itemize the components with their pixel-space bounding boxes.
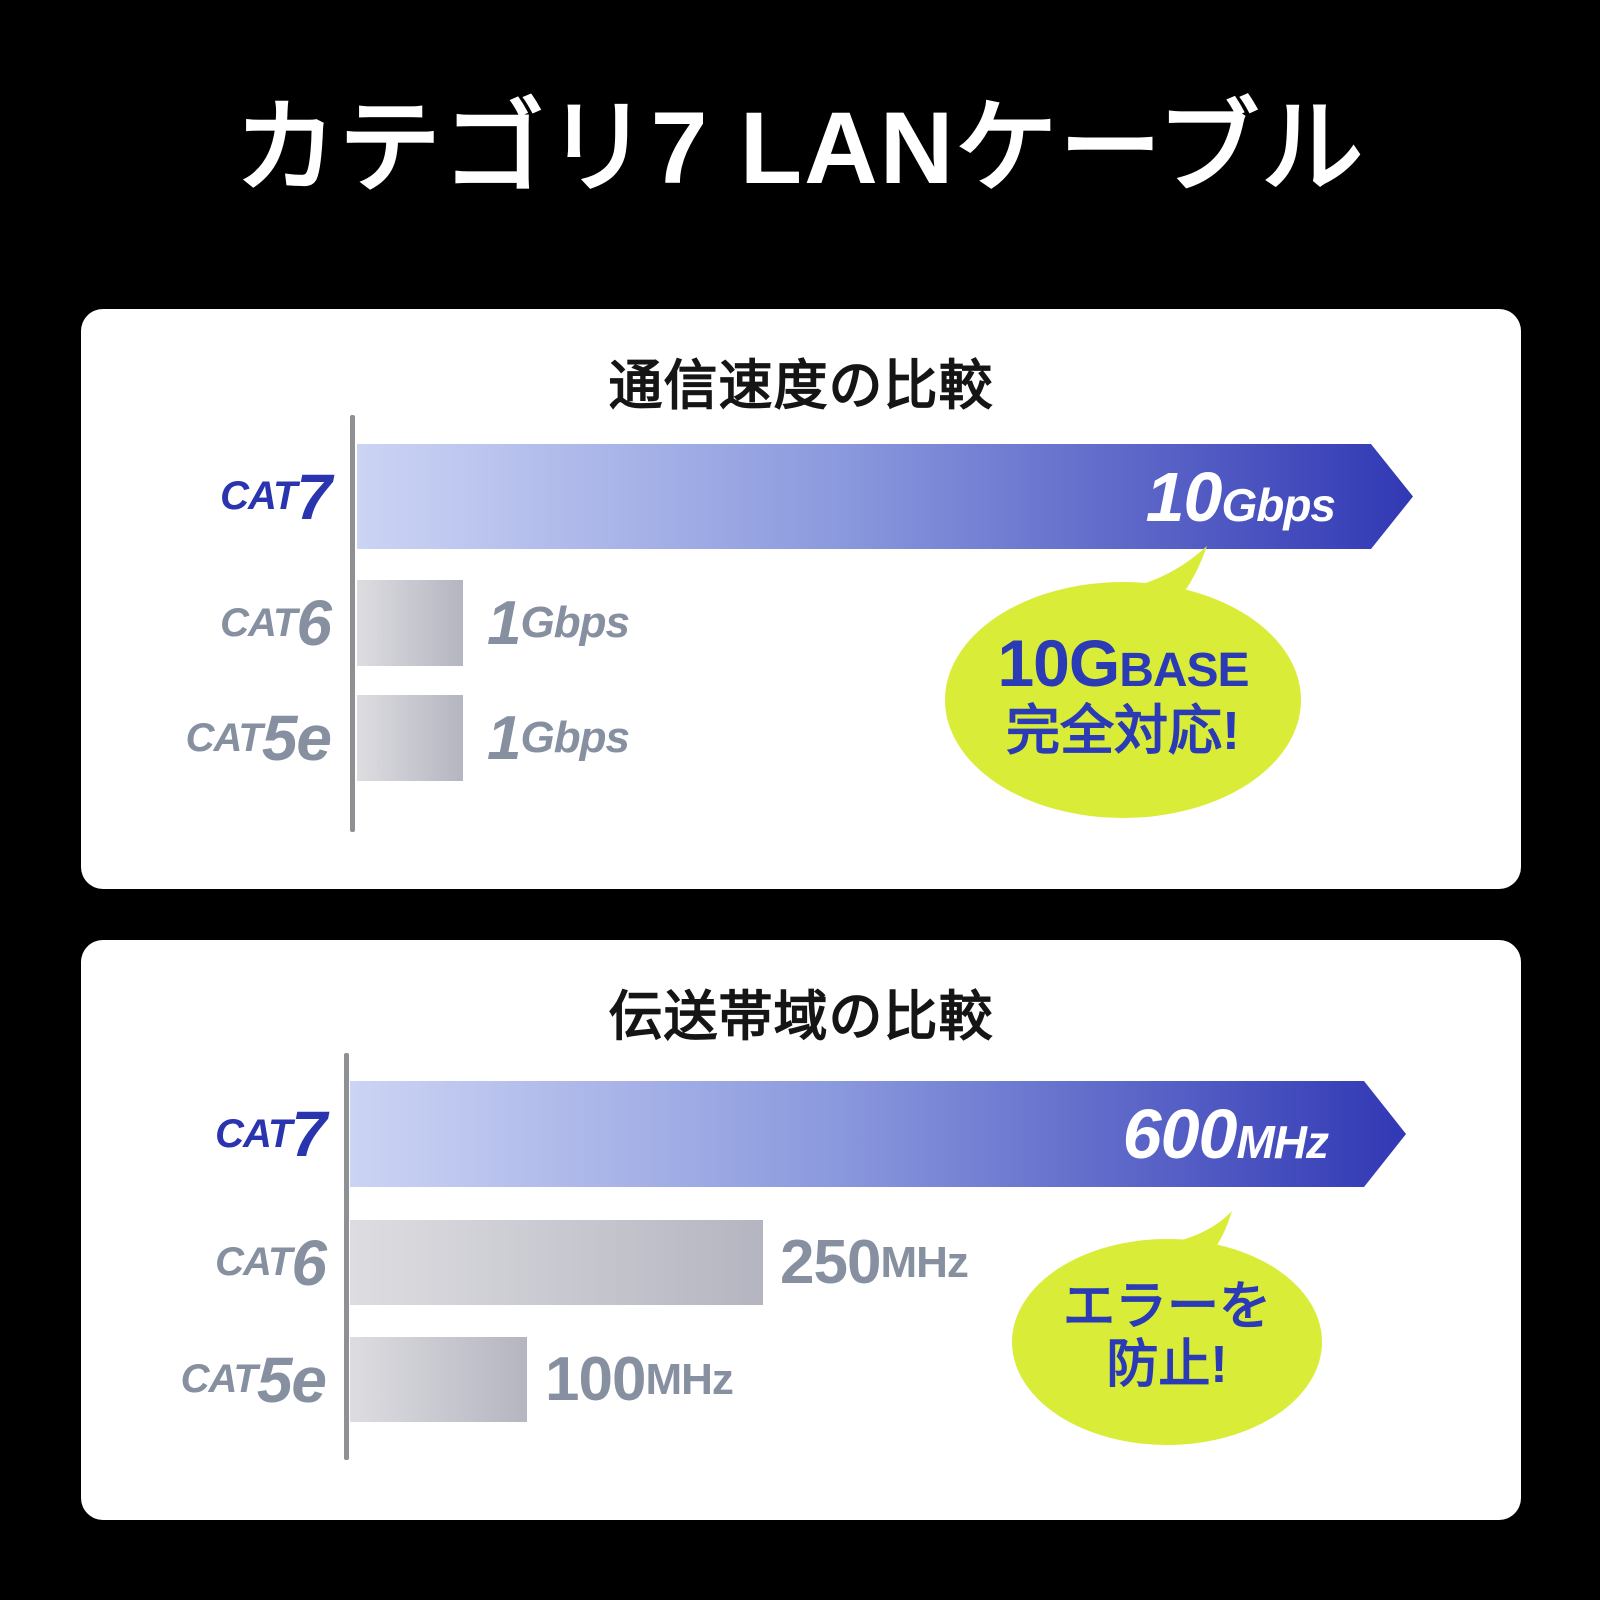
- speech-bubble-error: [1012, 1211, 1322, 1445]
- row-label-cat7-prefix: CAT: [220, 474, 297, 518]
- value-label-cat7-speed: 10Gbps: [1145, 457, 1335, 536]
- row-label-cat7: CAT 7: [81, 444, 332, 549]
- bar-cat6-bandwidth: [350, 1220, 763, 1305]
- bar-cat5e-speed: [357, 695, 463, 781]
- row-label-cat6-bw-number: 6: [291, 1226, 327, 1299]
- row-label-cat6-bw: CAT 6: [81, 1220, 327, 1305]
- row-label-cat6-number: 6: [296, 587, 332, 659]
- speech-bubble-ellipse: [945, 582, 1301, 818]
- value-label-cat5e-bandwidth: 100 MHz: [545, 1345, 734, 1414]
- bandwidth-chart-axis: [344, 1053, 349, 1460]
- bar-cat5e-bandwidth: [350, 1337, 527, 1422]
- row-label-cat5e-bw: CAT 5e: [81, 1337, 327, 1422]
- value-label-cat6-speed: 1 Gbps: [487, 588, 630, 658]
- value-label-cat6-bandwidth: 250 MHz: [780, 1228, 969, 1297]
- bar-cat6-speed: [357, 580, 463, 666]
- row-label-cat5e-bw-number: 5e: [256, 1343, 327, 1416]
- row-label-cat6-bw-prefix: CAT: [215, 1240, 292, 1284]
- bandwidth-chart-panel: 伝送帯域の比較 CAT 7 600MHz CAT 6 250 MHz CAT 5e 10…: [81, 940, 1521, 1520]
- row-label-cat5e-prefix: CAT: [185, 715, 263, 760]
- value-label-cat7-bandwidth: 600MHz: [1122, 1095, 1328, 1173]
- speech-bubble-error-text: エラーを 防止!: [1062, 1278, 1271, 1395]
- bar-cat7-bandwidth: 600MHz: [350, 1081, 1406, 1187]
- row-label-cat7-bw-prefix: CAT: [215, 1111, 292, 1156]
- speech-bubble-error-ellipse: [1012, 1239, 1322, 1445]
- row-label-cat5e-bw-prefix: CAT: [180, 1357, 258, 1401]
- speed-chart-axis: [350, 415, 355, 832]
- row-label-cat6: CAT 6: [81, 580, 332, 666]
- speech-bubble-10gbase: [945, 546, 1301, 818]
- row-label-cat7-number: 7: [296, 460, 332, 533]
- page-title: カテゴリ7 LANケーブル: [234, 91, 1366, 205]
- row-label-cat6-prefix: CAT: [220, 600, 297, 645]
- speed-chart-panel: 通信速度の比較 CAT 7 10Gbps CAT 6 1 Gbps CAT 5e 1 Gb…: [81, 309, 1521, 889]
- speech-bubble-10gbase-text: 10GBASE 完全対応!: [997, 626, 1249, 761]
- bandwidth-chart-title: 伝送帯域の比較: [608, 987, 994, 1047]
- bar-cat7-speed: 10Gbps: [357, 444, 1413, 549]
- row-label-cat5e-number: 5e: [261, 702, 332, 774]
- row-label-cat7-bw-number: 7: [291, 1098, 327, 1170]
- row-label-cat7-bw: CAT 7: [81, 1081, 327, 1187]
- row-label-cat5e: CAT 5e: [81, 695, 332, 781]
- speed-chart-title: 通信速度の比較: [608, 356, 994, 416]
- value-label-cat5e-speed: 1 Gbps: [487, 703, 630, 773]
